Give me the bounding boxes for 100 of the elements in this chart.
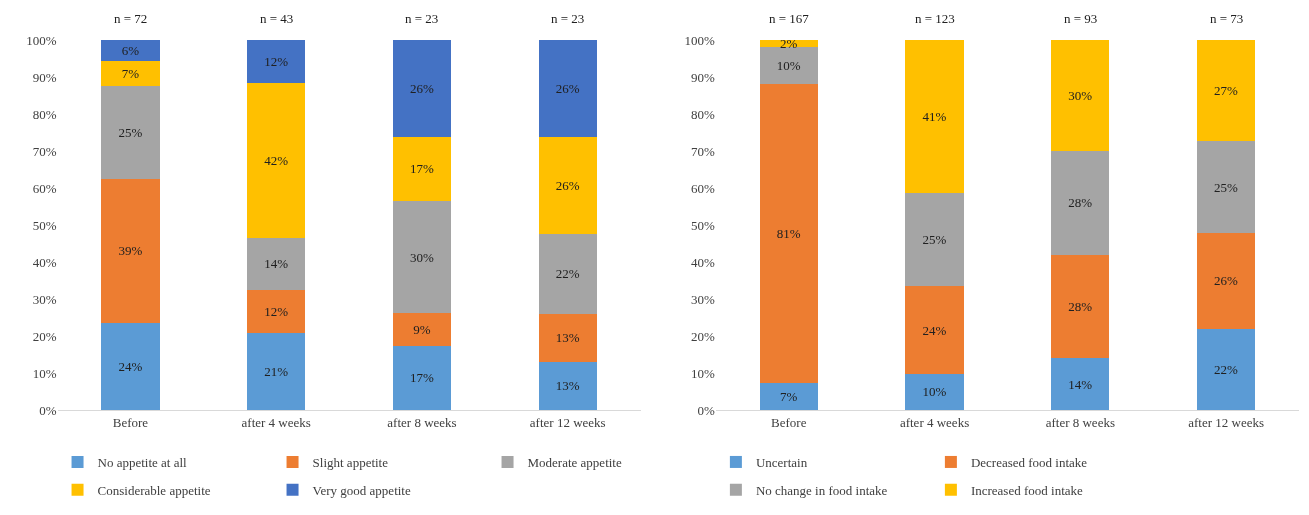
- x-tick-label: Before: [771, 414, 807, 430]
- y-tick-label: 0%: [697, 402, 716, 418]
- y-tick-label: 60%: [691, 180, 716, 196]
- data-label: 12%: [264, 303, 289, 319]
- y-tick-label: 20%: [32, 328, 57, 344]
- data-label: 22%: [555, 266, 580, 282]
- data-label: 26%: [409, 80, 434, 96]
- bar: [101, 178, 160, 323]
- data-label: 26%: [1214, 273, 1239, 289]
- data-label: 25%: [1214, 179, 1239, 195]
- data-label: 24%: [118, 358, 143, 374]
- y-tick-label: 60%: [32, 180, 57, 196]
- bar: [759, 84, 818, 384]
- legend-label: No change in food intake: [755, 482, 888, 498]
- bar: [759, 46, 818, 85]
- data-label: 25%: [118, 125, 143, 140]
- y-tick-label: 100%: [684, 32, 716, 48]
- y-tick-label: 30%: [691, 291, 716, 307]
- bar: [392, 345, 452, 410]
- legend-label: Uncertain: [755, 455, 808, 471]
- bar: [247, 40, 306, 83]
- annotation: n = 123: [915, 11, 955, 26]
- bar: [905, 286, 964, 374]
- bar: [905, 193, 964, 287]
- data-label: 10%: [776, 58, 801, 74]
- y-tick-label: 40%: [32, 254, 57, 270]
- y-tick-label: 70%: [32, 143, 57, 159]
- data-label: 28%: [1068, 195, 1093, 211]
- data-label: 41%: [922, 109, 947, 125]
- bar: [538, 313, 597, 362]
- bar: [247, 332, 306, 410]
- bar: [392, 200, 452, 314]
- bar: [101, 60, 160, 87]
- bar: [538, 40, 597, 137]
- bar: [1051, 358, 1110, 410]
- data-label: 14%: [1068, 376, 1093, 392]
- data-label: 81%: [776, 226, 801, 242]
- legend-label: Slight appetite: [312, 455, 389, 471]
- data-label: 17%: [409, 161, 434, 177]
- bar: [538, 136, 597, 234]
- bar: [538, 233, 597, 314]
- data-label: 12%: [264, 53, 289, 69]
- annotation: n = 93: [1064, 11, 1098, 26]
- data-label: 28%: [1068, 298, 1093, 314]
- data-label: 14%: [264, 256, 289, 272]
- x-tick-label: after 8 weeks: [1045, 414, 1115, 430]
- bar: [905, 40, 964, 194]
- bar: [392, 136, 452, 201]
- bar: [247, 237, 306, 290]
- data-label: 26%: [555, 177, 580, 193]
- bar: [1051, 254, 1110, 359]
- annotation: n = 23: [551, 11, 585, 26]
- data-label: 10%: [922, 384, 947, 400]
- bar: [538, 361, 597, 410]
- y-tick-label: 10%: [691, 365, 716, 381]
- data-label: 7%: [121, 65, 140, 81]
- data-label: 6%: [121, 42, 140, 58]
- data-label: 9%: [413, 322, 431, 338]
- x-tick-label: after 12 weeks: [529, 414, 606, 430]
- legend-label: Very good appetite: [312, 482, 411, 498]
- bar: [1196, 40, 1256, 142]
- x-tick-label: after 12 weeks: [1188, 414, 1265, 430]
- x-tick-label: after 8 weeks: [387, 414, 457, 430]
- x-tick-label: after 4 weeks: [241, 414, 311, 430]
- legend-label: Decreased food intake: [970, 455, 1088, 471]
- y-tick-label: 30%: [32, 291, 57, 307]
- annotation: n = 72: [114, 11, 148, 26]
- y-tick-label: 80%: [691, 106, 716, 122]
- data-label: 26%: [555, 81, 580, 97]
- bar: [101, 86, 160, 179]
- bar: [101, 322, 160, 410]
- data-label: 7%: [780, 389, 798, 405]
- bar: [905, 373, 964, 410]
- bar: [247, 289, 306, 333]
- bar: [1051, 40, 1110, 151]
- bar: [247, 82, 306, 238]
- data-label: 22%: [1214, 361, 1239, 377]
- bar: [392, 40, 452, 137]
- legend-label: Moderate appetite: [527, 455, 622, 471]
- data-label: 25%: [922, 232, 947, 248]
- legend-label: No appetite at all: [97, 455, 188, 471]
- bar: [1196, 328, 1256, 410]
- data-label: 30%: [1068, 88, 1093, 103]
- bar: [759, 383, 818, 410]
- y-tick-label: 20%: [691, 328, 716, 344]
- legend-label: Increased food intake: [970, 482, 1084, 498]
- y-tick-label: 50%: [32, 217, 57, 233]
- data-label: 2%: [780, 35, 798, 51]
- data-label: 30%: [409, 249, 434, 265]
- y-tick-label: 90%: [691, 69, 716, 85]
- bar: [101, 40, 160, 61]
- bar: [392, 313, 452, 346]
- data-label: 17%: [409, 370, 434, 386]
- y-tick-label: 10%: [32, 365, 57, 381]
- data-label: 21%: [264, 363, 289, 379]
- data-label: 27%: [1214, 83, 1239, 99]
- data-label: 42%: [264, 152, 289, 168]
- annotation: n = 167: [769, 11, 810, 26]
- y-tick-label: 0%: [39, 402, 57, 418]
- y-tick-label: 80%: [32, 106, 57, 122]
